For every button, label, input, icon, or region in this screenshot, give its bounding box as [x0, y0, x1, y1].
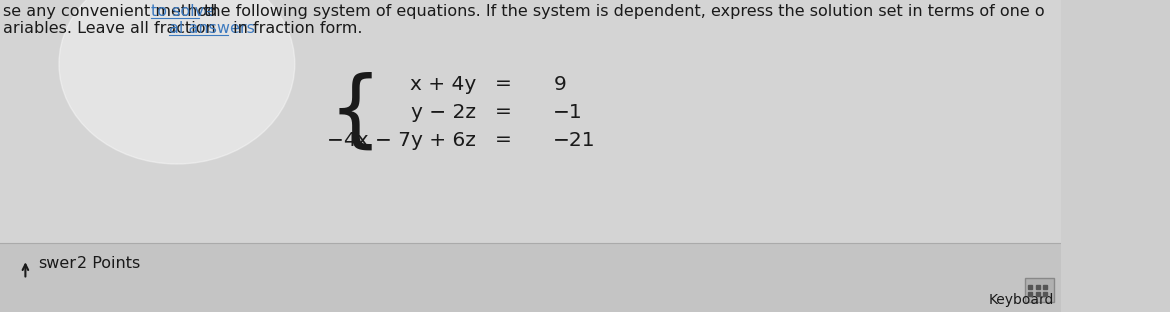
Text: swer: swer [39, 256, 76, 271]
Text: {: { [329, 71, 383, 153]
Bar [0, 0, 1061, 243]
Text: =: = [495, 130, 511, 149]
Bar [1025, 278, 1054, 302]
Text: the following system of equations. If the system is dependent, express the solut: the following system of equations. If th… [199, 4, 1045, 19]
Bar [0, 243, 1061, 312]
Text: −21: −21 [553, 130, 596, 149]
Text: ariables. Leave all fraction: ariables. Leave all fraction [2, 21, 215, 36]
Text: se any convenient method: se any convenient method [2, 4, 222, 19]
Text: =: = [495, 103, 511, 121]
Text: 2 Points: 2 Points [77, 256, 140, 271]
Text: 9: 9 [553, 75, 566, 94]
Text: =: = [495, 75, 511, 94]
Text: −1: −1 [553, 103, 583, 121]
Text: in fraction form.: in fraction form. [228, 21, 363, 36]
Text: y − 2z: y − 2z [411, 103, 476, 121]
Text: Keyboard: Keyboard [989, 293, 1054, 307]
Text: to solve: to solve [151, 4, 214, 19]
Text: x + 4y: x + 4y [410, 75, 476, 94]
Text: al answers: al answers [170, 21, 255, 36]
Text: −4x − 7y + 6z: −4x − 7y + 6z [328, 130, 476, 149]
Ellipse shape [58, 0, 295, 164]
